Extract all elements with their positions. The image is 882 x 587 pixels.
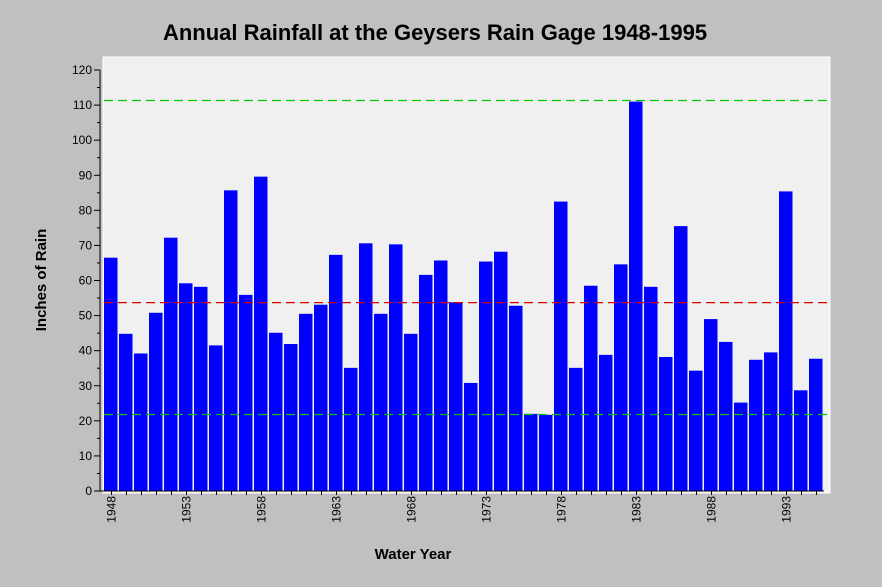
y-tick-label: 70 — [79, 238, 93, 252]
x-tick-label: 1958 — [255, 496, 269, 523]
bar-1987 — [689, 370, 703, 491]
y-tick-label: 0 — [85, 484, 92, 498]
bar-1977 — [539, 414, 553, 491]
bar-1951 — [149, 312, 163, 491]
bar-1978 — [554, 201, 568, 491]
bar-1958 — [254, 176, 268, 491]
bar-1972 — [464, 382, 478, 491]
bar-1975 — [509, 305, 523, 491]
bar-1952 — [164, 237, 178, 491]
y-tick-label: 10 — [79, 449, 93, 463]
y-tick-label: 100 — [72, 133, 92, 147]
bar-1990 — [734, 402, 748, 491]
x-tick-label: 1978 — [555, 496, 569, 523]
bar-1973 — [479, 261, 493, 491]
bar-1976 — [524, 413, 538, 491]
y-tick-label: 30 — [79, 379, 93, 393]
chart-title: Annual Rainfall at the Geysers Rain Gage… — [163, 20, 707, 45]
bars-group — [104, 101, 823, 491]
x-tick-label: 1983 — [630, 496, 644, 523]
bar-1968 — [404, 333, 418, 491]
bar-1962 — [314, 304, 328, 491]
bar-1984 — [644, 286, 658, 491]
y-tick-label: 50 — [79, 309, 93, 323]
bar-1959 — [269, 332, 283, 491]
bar-1949 — [119, 333, 133, 491]
y-tick-label: 60 — [79, 274, 93, 288]
bar-1965 — [359, 243, 373, 491]
bar-1963 — [329, 254, 343, 491]
bar-1966 — [374, 313, 388, 491]
bar-1992 — [764, 352, 778, 491]
bar-1970 — [434, 260, 448, 491]
bar-1986 — [674, 226, 688, 491]
bar-1981 — [599, 354, 613, 491]
bar-1989 — [719, 341, 733, 491]
bar-1964 — [344, 367, 358, 491]
y-tick-label: 120 — [72, 63, 92, 77]
bar-1955 — [209, 345, 223, 491]
y-tick-label: 110 — [73, 98, 92, 112]
x-axis-label: Water Year — [375, 546, 452, 563]
bar-1969 — [419, 274, 433, 491]
y-tick-label: 90 — [79, 168, 93, 182]
bar-1953 — [179, 283, 193, 491]
bar-1961 — [299, 313, 313, 491]
y-tick-label: 40 — [79, 344, 93, 358]
x-tick-label: 1993 — [780, 496, 794, 523]
bar-1994 — [794, 390, 808, 491]
bar-1980 — [584, 285, 598, 491]
bar-1967 — [389, 244, 403, 491]
bar-1956 — [224, 190, 238, 491]
x-tick-label: 1948 — [105, 496, 119, 523]
bar-1957 — [239, 294, 253, 491]
x-tick-label: 1963 — [330, 496, 344, 523]
bar-1985 — [659, 356, 673, 491]
bar-1993 — [779, 191, 793, 491]
bar-1982 — [614, 264, 628, 491]
y-tick-label: 80 — [79, 203, 93, 217]
y-tick-label: 20 — [79, 414, 93, 428]
reference-lines-group — [104, 99, 830, 416]
bar-1979 — [569, 367, 583, 491]
bar-1954 — [194, 286, 208, 491]
bar-1974 — [494, 251, 508, 491]
y-axis-label: Inches of Rain — [33, 229, 50, 332]
bar-1960 — [284, 344, 298, 491]
bar-1991 — [749, 359, 763, 491]
bar-1950 — [134, 353, 148, 491]
bar-1971 — [449, 302, 463, 491]
axes-group: 0 10 20 30 40 50 60 70 80 90 100 110 120 1948 1953 1958… — [72, 63, 824, 523]
x-tick-label: 1968 — [405, 496, 419, 523]
bar-1988 — [704, 319, 718, 491]
x-tick-label: 1973 — [480, 496, 494, 523]
x-tick-label: 1953 — [180, 496, 194, 523]
bar-1995 — [809, 358, 823, 491]
bar-1983 — [629, 101, 643, 491]
x-tick-label: 1988 — [705, 496, 719, 523]
bar-1948 — [104, 257, 118, 491]
